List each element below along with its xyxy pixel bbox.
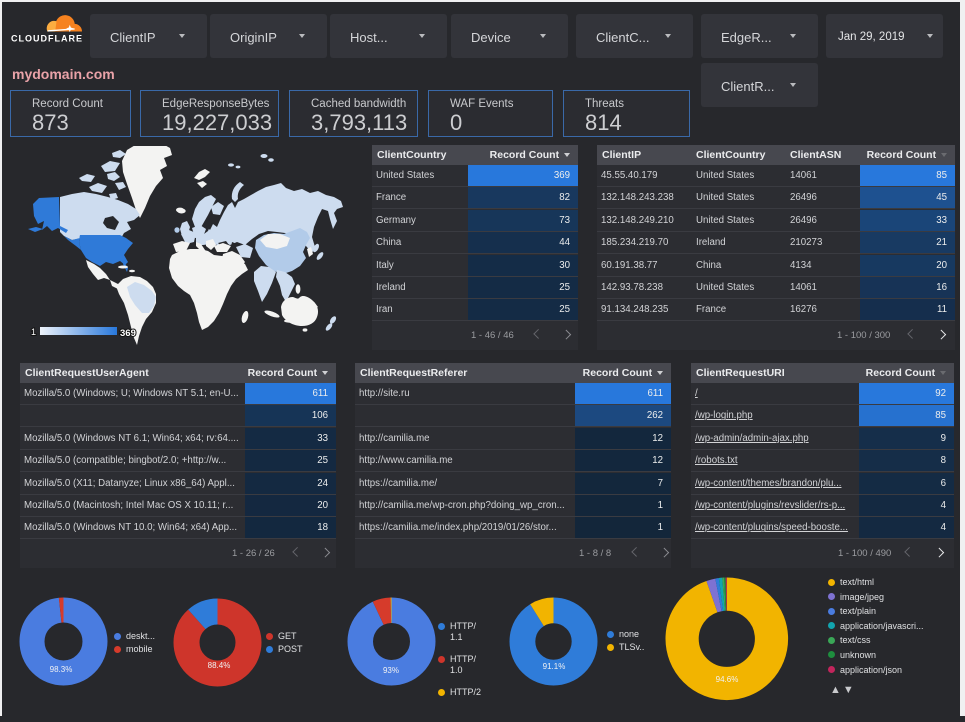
svg-text:CLOUDFLARE: CLOUDFLARE <box>11 34 83 44</box>
svg-text:369: 369 <box>120 328 136 339</box>
svg-text:1: 1 <box>31 327 36 337</box>
